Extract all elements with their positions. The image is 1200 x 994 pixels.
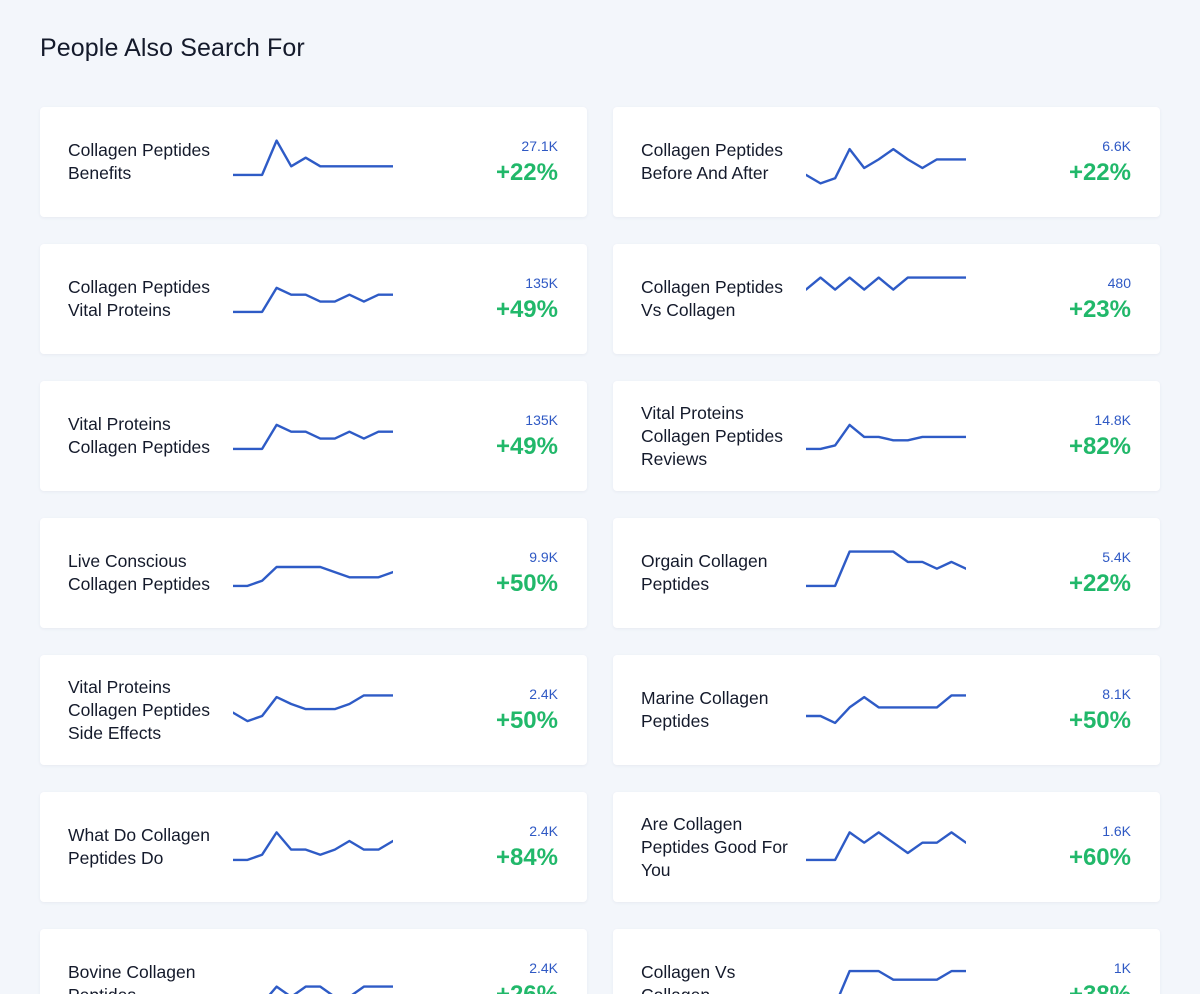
search-volume: 5.4K	[1102, 549, 1131, 565]
keyword-label: Are Collagen Peptides Good For You	[641, 813, 788, 880]
keyword-label: Orgain Collagen Peptides	[641, 551, 768, 594]
search-card[interactable]: Bovine Collagen Peptides 2.4K +26%	[40, 929, 587, 994]
trend-sparkline	[806, 831, 966, 862]
trend-sparkline	[233, 139, 393, 177]
search-card[interactable]: Vital Proteins Collagen Peptides Side Ef…	[40, 655, 587, 765]
trend-line	[233, 694, 393, 723]
trend-change: +50%	[495, 570, 558, 597]
search-volume: 6.6K	[1102, 138, 1131, 154]
search-card[interactable]: Collagen Peptides Vs Collagen 480 +23%	[613, 244, 1160, 354]
trend-line	[806, 423, 966, 451]
trend-sparkline	[233, 286, 393, 314]
keyword-label: Collagen Peptides Benefits	[68, 140, 211, 183]
trend-change: +50%	[495, 707, 558, 734]
trend-change: +84%	[495, 844, 558, 871]
search-card[interactable]: Are Collagen Peptides Good For You 1.6K …	[613, 792, 1160, 902]
search-volume: 135K	[525, 275, 558, 291]
trend-line	[806, 694, 966, 725]
search-volume: 1.6K	[1102, 823, 1131, 839]
keyword-label: Vital Proteins Collagen Peptides Reviews	[641, 402, 784, 469]
trend-sparkline	[233, 694, 393, 723]
search-card[interactable]: Collagen Peptides Before And After 6.6K …	[613, 107, 1160, 217]
trend-line	[233, 423, 393, 451]
keyword-label: Marine Collagen Peptides	[641, 688, 769, 731]
search-card[interactable]: What Do Collagen Peptides Do 2.4K +84%	[40, 792, 587, 902]
trend-change: +60%	[1068, 844, 1131, 871]
trend-sparkline	[838, 969, 966, 994]
search-volume: 2.4K	[529, 823, 558, 839]
trend-line	[268, 985, 393, 994]
keyword-label: Collagen Peptides Before And After	[641, 140, 784, 183]
trend-sparkline	[233, 565, 393, 588]
trend-line	[233, 565, 393, 588]
keyword-label: Collagen Vs Collagen	[641, 962, 736, 994]
search-card[interactable]: Live Conscious Collagen Peptides 9.9K +5…	[40, 518, 587, 628]
search-card[interactable]: Orgain Collagen Peptides 5.4K +22%	[613, 518, 1160, 628]
trend-change: +50%	[1068, 707, 1131, 734]
search-card[interactable]: Collagen Vs Collagen 1K +38%	[613, 929, 1160, 994]
trend-line	[806, 276, 966, 291]
search-cards-grid: Collagen Peptides Benefits 27.1K +22% Co…	[40, 107, 1160, 994]
search-card[interactable]: Marine Collagen Peptides 8.1K +50%	[613, 655, 1160, 765]
trend-change: +38%	[1069, 981, 1131, 994]
page-title: People Also Search For	[40, 34, 305, 62]
search-volume: 2.4K	[529, 960, 558, 976]
search-card[interactable]: Vital Proteins Collagen Peptides Reviews…	[613, 381, 1160, 491]
trend-sparkline	[806, 276, 966, 291]
trend-change: +26%	[496, 981, 558, 994]
trend-sparkline	[233, 423, 393, 451]
trend-change: +22%	[1068, 570, 1131, 597]
keyword-label: Vital Proteins Collagen Peptides	[68, 414, 211, 457]
search-volume: 8.1K	[1102, 686, 1131, 702]
keyword-label: Live Conscious Collagen Peptides	[68, 551, 211, 594]
trend-sparkline	[806, 550, 966, 588]
trend-change: +49%	[495, 296, 558, 323]
trend-line	[806, 831, 966, 862]
trend-sparkline	[233, 831, 393, 862]
keyword-label: Bovine Collagen Peptides	[68, 962, 196, 994]
keyword-label: Vital Proteins Collagen Peptides Side Ef…	[68, 676, 211, 743]
trend-change: +22%	[1068, 159, 1131, 186]
trend-change: +22%	[495, 159, 558, 186]
keyword-label: Collagen Peptides Vs Collagen	[641, 277, 784, 320]
search-card[interactable]: Collagen Peptides Benefits 27.1K +22%	[40, 107, 587, 217]
trend-line	[806, 550, 966, 588]
trend-line	[233, 139, 393, 177]
search-card[interactable]: Collagen Peptides Vital Proteins 135K +4…	[40, 244, 587, 354]
search-volume: 135K	[525, 412, 558, 428]
trend-sparkline	[806, 423, 966, 451]
trend-change: +49%	[495, 433, 558, 460]
search-card[interactable]: Vital Proteins Collagen Peptides 135K +4…	[40, 381, 587, 491]
search-volume: 14.8K	[1094, 412, 1131, 428]
trend-change: +23%	[1068, 296, 1131, 323]
trend-line	[838, 969, 966, 994]
trend-change: +82%	[1068, 433, 1131, 460]
search-volume: 27.1K	[521, 138, 558, 154]
search-volume: 2.4K	[529, 686, 558, 702]
keyword-label: Collagen Peptides Vital Proteins	[68, 277, 211, 320]
search-volume: 9.9K	[529, 549, 558, 565]
search-volume: 1K	[1113, 960, 1131, 976]
trend-line	[806, 147, 966, 185]
keyword-label: What Do Collagen Peptides Do	[68, 825, 211, 868]
trend-line	[233, 831, 393, 862]
trend-line	[233, 286, 393, 314]
search-volume: 480	[1107, 275, 1131, 291]
trend-sparkline	[806, 147, 966, 185]
trend-sparkline	[806, 694, 966, 725]
trend-sparkline	[268, 985, 393, 994]
